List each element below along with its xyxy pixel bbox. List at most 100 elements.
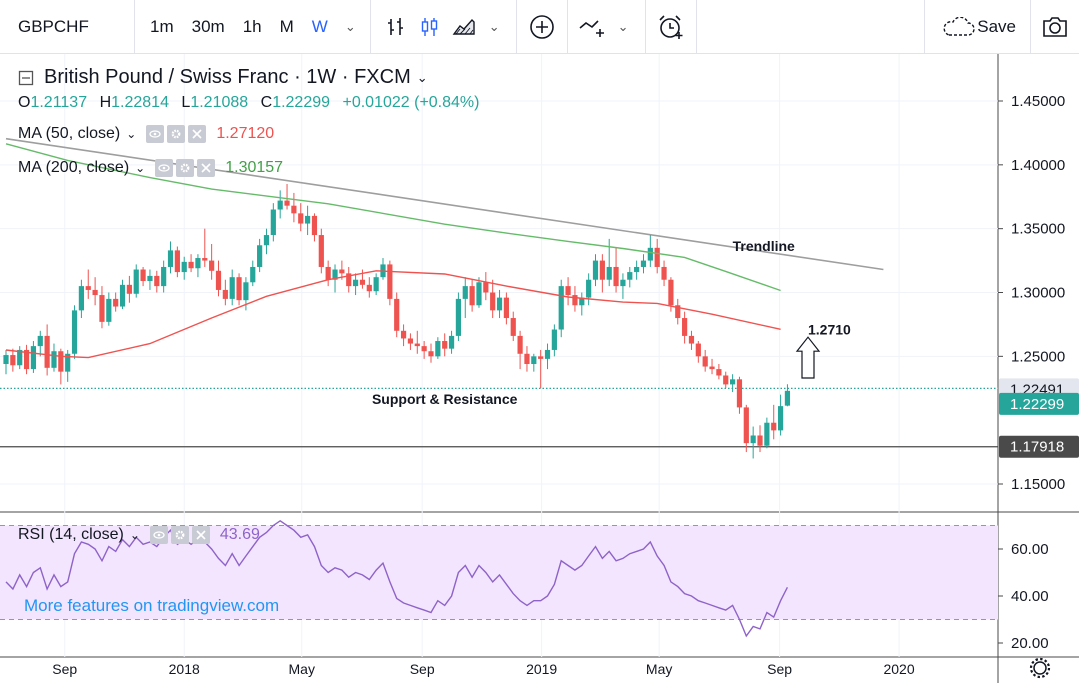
add-compare-icon[interactable] [525,10,559,44]
candle-body [654,247,660,267]
ma50-chevron-down-icon[interactable]: ⌄ [126,127,137,141]
candle-body [544,349,551,359]
candle-body [305,215,311,224]
series-title[interactable]: British Pound / Swiss Franc · 1W · FXCM [44,66,411,88]
candle-body [551,329,557,350]
time-tick-label: May [289,661,315,677]
bar-style-icon[interactable] [379,10,413,44]
interval-30m[interactable]: 30m [191,16,225,36]
candle [373,273,379,296]
interval-week[interactable]: W [311,16,328,36]
main-legend: British Pound / Swiss Franc · 1W · FXCM … [18,66,428,89]
candle [394,292,400,338]
ma50-settings-icon[interactable] [167,125,186,143]
candle-style-icon[interactable] [413,10,447,44]
candle-body [435,341,441,357]
time-tick-label: 2020 [883,661,914,677]
candle [23,344,30,375]
candle-body [764,422,770,446]
rsi-line [5,519,789,638]
style-chevron-down-icon[interactable]: ⌄ [488,18,500,34]
price-tick-label: 1.45000 [1011,93,1065,110]
interval-1h[interactable]: 1h [242,16,262,36]
price-label-current: 1.22299 [999,392,1079,415]
candle-body [729,379,736,385]
interval-chevron-down-icon[interactable]: ⌄ [344,18,356,34]
candle-body [263,235,270,246]
rsi-close-icon[interactable] [191,526,210,544]
collapse-icon[interactable] [18,70,34,86]
save-button[interactable]: Save [924,0,1031,54]
candle-body [250,266,256,283]
candle-body [167,250,174,267]
ma200-eye-icon[interactable] [155,159,174,177]
candle-layer [3,183,791,459]
price-tick-label: 1.25000 [1011,348,1065,365]
rsi-chevron-down-icon[interactable]: ⌄ [129,528,140,542]
candle [30,341,37,373]
candle [222,279,228,306]
ma200-close-icon[interactable] [197,159,216,177]
rsi-settings-icon[interactable] [170,526,189,544]
ma200-chevron-down-icon[interactable]: ⌄ [135,161,146,175]
candle [161,260,167,293]
candle-body [195,258,201,269]
candle-body [359,279,366,285]
indicators-chevron-down-icon[interactable]: ⌄ [617,18,629,34]
ma50-label[interactable]: MA (50, close) [18,125,121,142]
chart-settings-icon[interactable] [1029,657,1051,679]
ma50-controls [146,125,207,143]
candle-body [695,343,701,357]
rsi-label[interactable]: RSI (14, close) [18,526,124,543]
candle-body [387,264,393,299]
overlay-line-layer [0,137,998,448]
candle [140,266,146,287]
series-chevron-down-icon[interactable]: ⌄ [416,69,428,85]
ma50-close-icon[interactable] [188,125,207,143]
indicators-icon[interactable] [576,10,610,44]
candle [771,404,777,440]
candle-body [565,286,571,296]
snapshot-button[interactable] [1031,0,1079,54]
candle-body [298,213,304,224]
alert-clock-icon[interactable] [654,10,688,44]
candle [188,254,194,273]
price-label-text: 1.17918 [1010,439,1064,456]
candle [428,343,434,363]
candle-body [469,286,475,306]
rsi-eye-icon[interactable] [149,526,168,544]
candle [99,286,105,329]
candle-body [586,279,592,298]
interval-month[interactable]: M [279,16,294,36]
symbol-search[interactable]: GBPCHF [0,0,135,54]
price-chart[interactable]: Trendline Support & Resistance 1.2710 1.45… [0,54,1079,683]
candle [640,254,647,274]
interval-1m[interactable]: 1m [150,16,174,36]
candle-body [503,297,509,319]
top-toolbar: GBPCHF 1m 30m 1h M W ⌄ ⌄ ⌄ [0,0,1079,54]
ma200-settings-icon[interactable] [176,159,195,177]
candle [448,330,455,354]
annotation-label: Trendline [733,238,795,254]
ma50-eye-icon[interactable] [146,125,165,143]
candle [298,203,304,232]
candle-body [647,247,653,261]
area-style-icon[interactable] [447,10,481,44]
candle [17,346,23,370]
candle-body [181,261,187,273]
tradingview-watermark-link[interactable]: More features on tradingview.com [24,596,280,615]
candle-body [161,266,167,287]
candle [654,238,660,274]
candle-body [257,245,263,267]
candle [682,311,688,344]
candle-body [133,269,139,294]
toolbar-spacer [697,0,925,54]
price-tick-label: 1.15000 [1011,476,1065,493]
ma200-label[interactable]: MA (200, close) [18,159,130,176]
candle [126,275,132,303]
candle-body [229,277,235,299]
candle-body [627,272,633,280]
rsi-line-layer [5,519,789,638]
time-tick-label: 2019 [526,661,557,677]
candle-body [496,297,503,311]
